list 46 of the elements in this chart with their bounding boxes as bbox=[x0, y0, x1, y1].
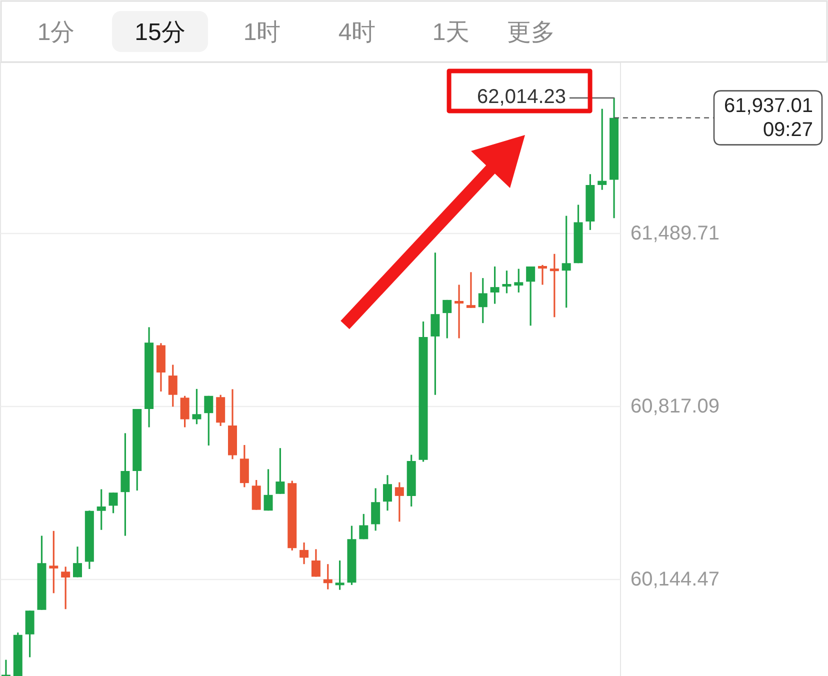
candlestick bbox=[466, 271, 476, 309]
y-tick-label: 60,817.09 bbox=[630, 395, 720, 418]
candlestick bbox=[49, 530, 58, 594]
text: 4时 bbox=[338, 19, 376, 46]
candlestick bbox=[204, 395, 214, 446]
candlestick bbox=[371, 487, 380, 532]
candlestick bbox=[538, 264, 547, 286]
y-tick-label: 60,144.47 bbox=[630, 568, 720, 590]
candlestick bbox=[598, 108, 607, 191]
candlestick bbox=[264, 468, 273, 512]
candlestick bbox=[335, 560, 344, 591]
candlestick bbox=[442, 299, 452, 340]
text: 1分 bbox=[37, 19, 75, 46]
text: 15分 bbox=[134, 19, 186, 46]
candlestick bbox=[502, 270, 512, 294]
candlestick bbox=[478, 277, 488, 324]
text: 更多 bbox=[507, 19, 555, 46]
text: 1天 bbox=[432, 19, 470, 46]
candlestick bbox=[359, 513, 368, 540]
candlestick bbox=[383, 474, 392, 512]
candlestick bbox=[490, 266, 500, 305]
y-tick-label: 61,489.71 bbox=[630, 222, 720, 244]
candlestick bbox=[300, 542, 309, 565]
candlestick bbox=[454, 284, 464, 340]
candlestick bbox=[61, 566, 70, 610]
candlestick bbox=[562, 215, 571, 308]
candlestick bbox=[394, 482, 404, 522]
candlestick bbox=[430, 252, 440, 396]
annotation: 62,014.23 bbox=[477, 86, 566, 108]
candlestick bbox=[311, 548, 320, 578]
candlestick bbox=[276, 447, 285, 495]
text: 1时 bbox=[243, 19, 281, 46]
ref-line-label: 61,937.01 09:27 bbox=[724, 94, 813, 141]
candlestick bbox=[550, 253, 559, 318]
candlestick bbox=[120, 432, 130, 537]
candlestick bbox=[96, 488, 106, 531]
candlestick bbox=[192, 388, 202, 425]
candlestick bbox=[323, 563, 332, 590]
candlestick bbox=[25, 610, 34, 658]
candlestick bbox=[526, 266, 536, 326]
candlestick bbox=[108, 492, 118, 514]
candlestick bbox=[73, 546, 82, 578]
candlestick bbox=[1, 658, 10, 676]
candlestick bbox=[180, 395, 190, 428]
candlestick bbox=[514, 268, 524, 294]
candlestick bbox=[168, 364, 178, 408]
